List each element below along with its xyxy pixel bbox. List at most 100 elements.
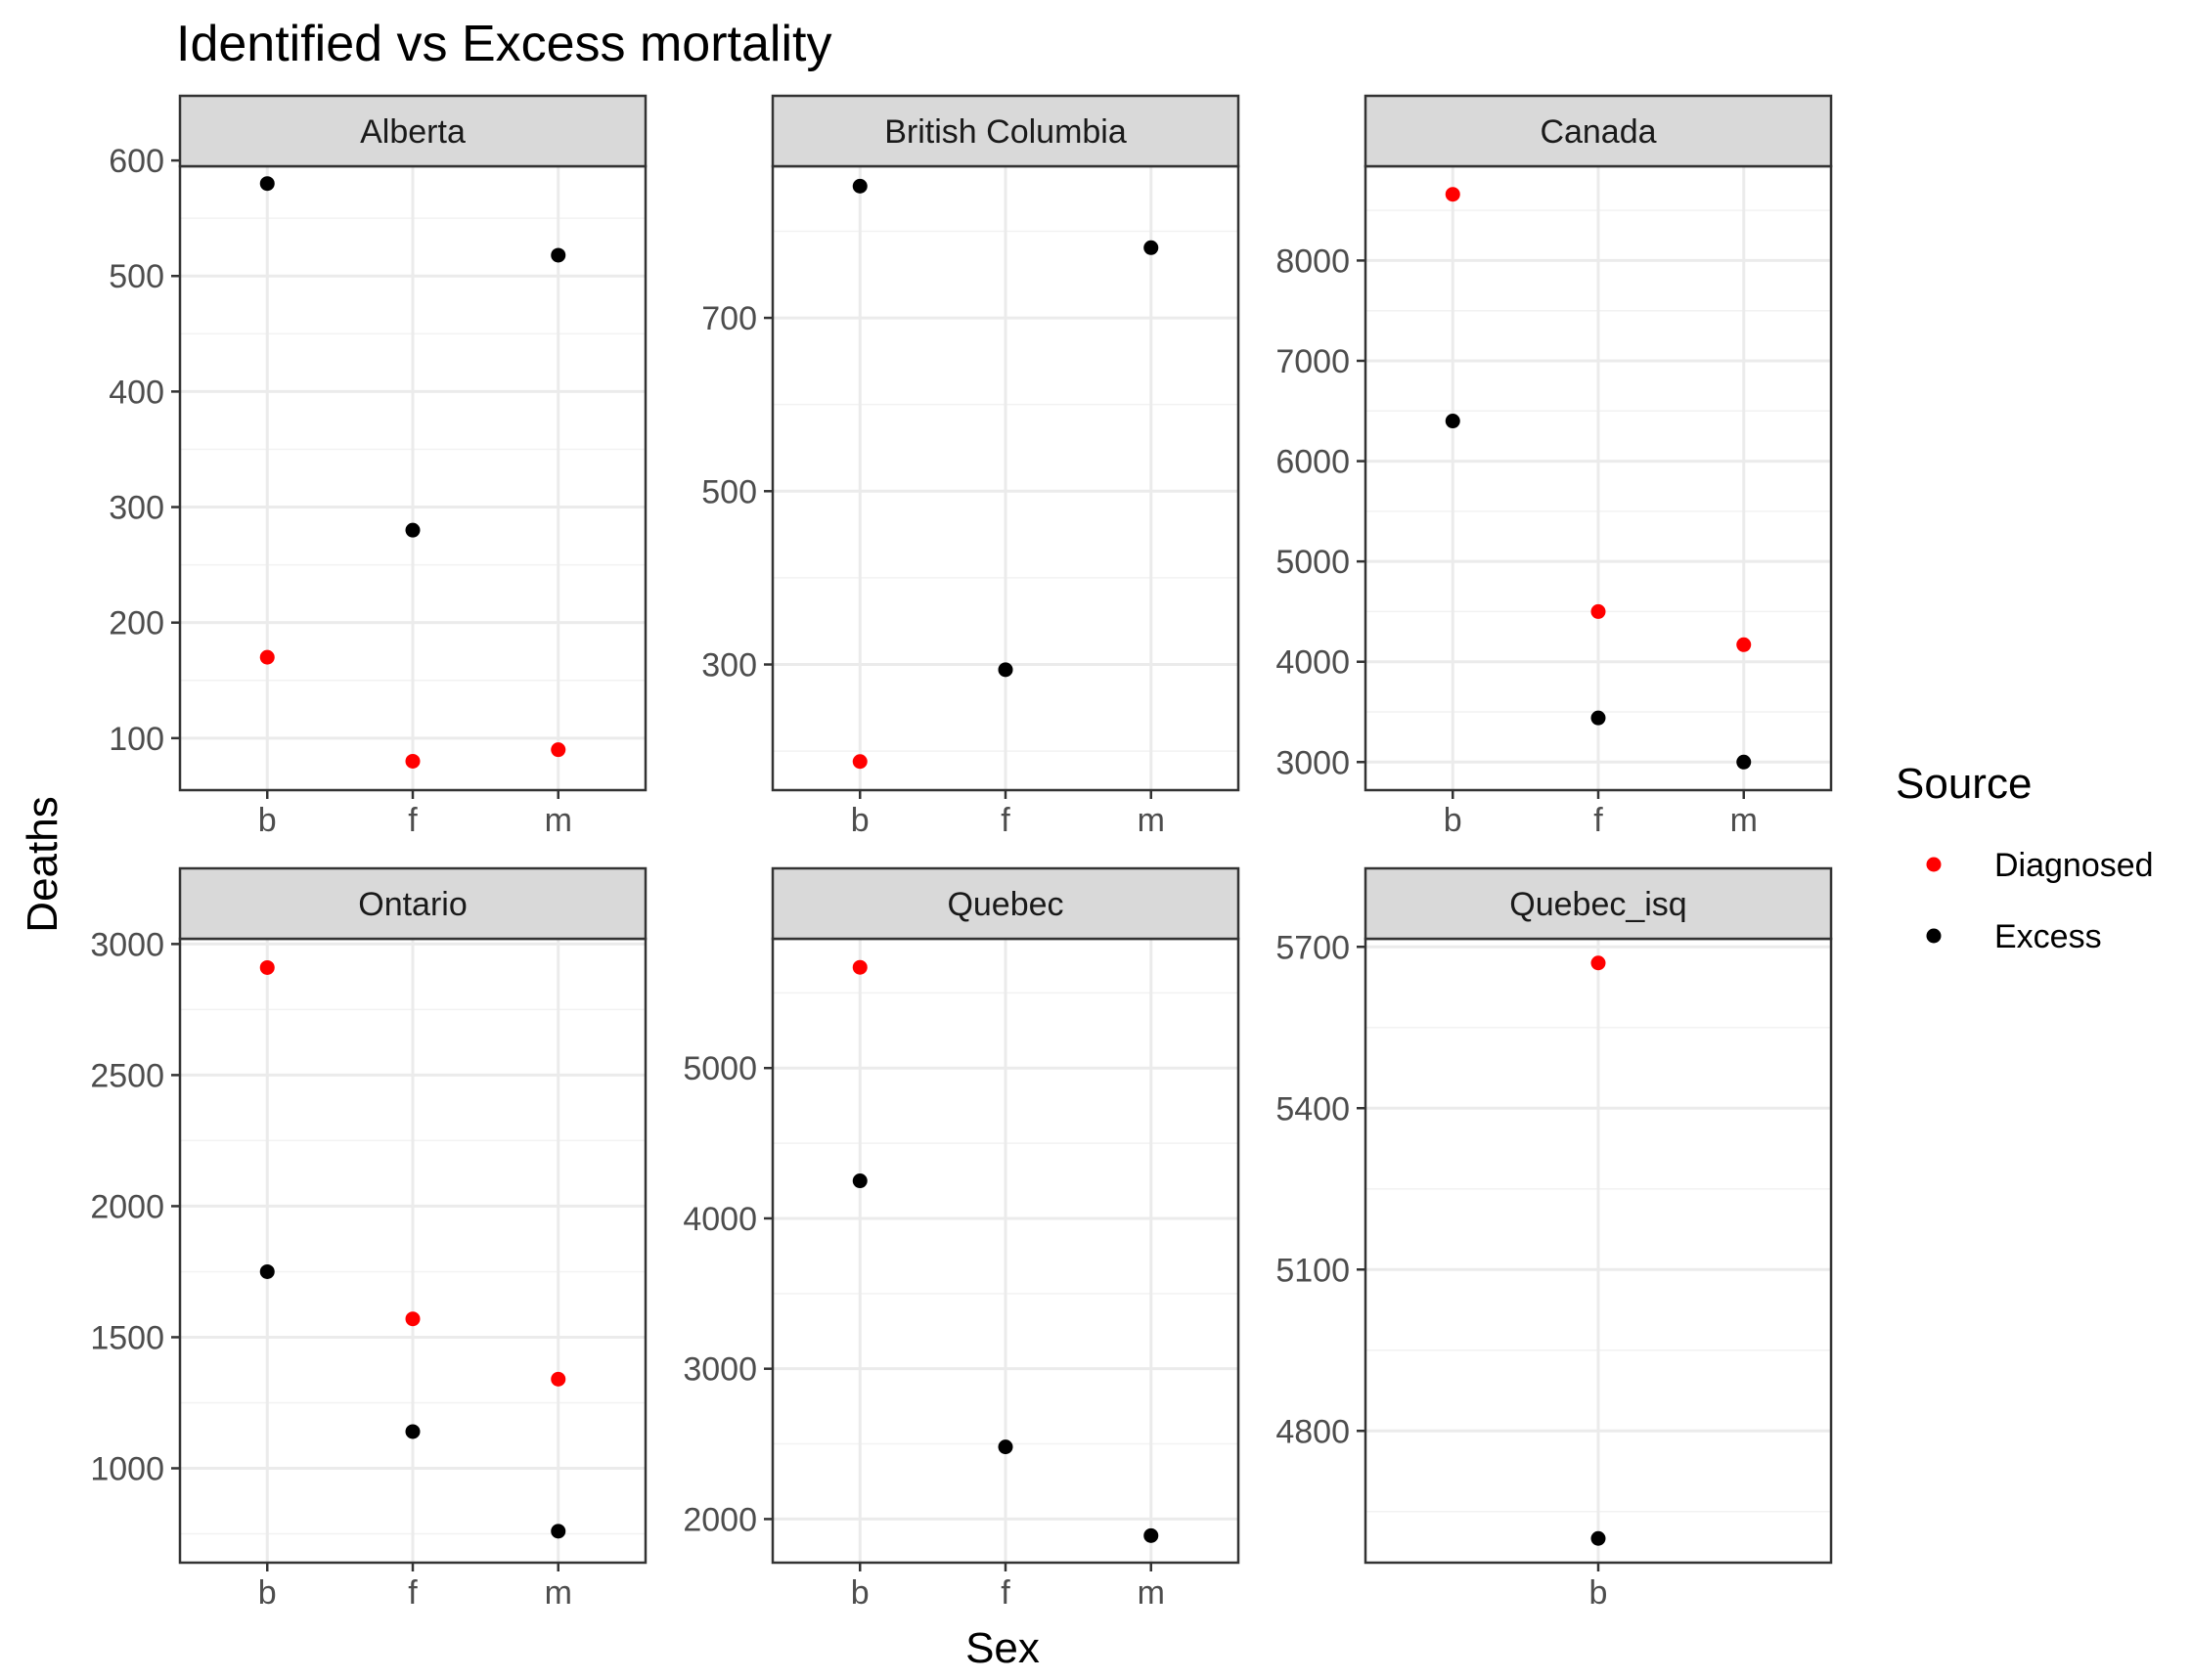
- x-tick-label: b: [258, 802, 277, 839]
- point-diagnosed-b: [1445, 187, 1460, 202]
- point-diagnosed-f: [405, 1311, 421, 1327]
- point-excess-f: [405, 1424, 421, 1439]
- y-tick-label: 5000: [1275, 544, 1350, 581]
- y-tick-label: 2000: [90, 1188, 164, 1225]
- strip-label: Quebec: [947, 886, 1063, 923]
- x-tick-label: f: [1593, 802, 1603, 839]
- point-excess-m: [551, 247, 566, 263]
- legend-title: Source: [1896, 760, 2032, 808]
- x-tick-label: b: [851, 1574, 870, 1612]
- y-tick-label: 600: [109, 143, 164, 180]
- point-diagnosed-f: [1590, 603, 1606, 619]
- y-tick-label: 2500: [90, 1057, 164, 1094]
- y-tick-label: 400: [109, 374, 164, 411]
- y-tick-label: 500: [109, 258, 164, 295]
- point-excess-m: [1736, 754, 1752, 770]
- point-diagnosed-m: [1736, 637, 1752, 652]
- y-tick-label: 5100: [1275, 1252, 1350, 1289]
- x-tick-label: b: [258, 1574, 277, 1612]
- x-tick-label: b: [1444, 802, 1462, 839]
- panel-quebec-isq: Quebec_isq 4800 5100 5400 5700 b: [1275, 866, 1833, 1612]
- panel-british-columbia: British Columbia 300 500 700 b f m: [701, 94, 1240, 839]
- panel-alberta: Alberta 100 200 300 400 500 600 b f m: [109, 94, 648, 839]
- chart-title: Identified vs Excess mortality: [176, 16, 831, 72]
- strip-background: [178, 94, 648, 168]
- x-axis-title: Sex: [965, 1624, 1040, 1672]
- point-diagnosed-b: [852, 959, 868, 975]
- point-excess-m: [551, 1524, 566, 1539]
- x-tick-label: f: [1001, 802, 1010, 839]
- strip-label: Ontario: [358, 886, 468, 923]
- y-tick-label: 3000: [90, 926, 164, 963]
- strip-background: [771, 94, 1240, 168]
- point-excess-m: [1143, 1527, 1159, 1543]
- x-tick-label: m: [1138, 1574, 1165, 1612]
- y-tick-label: 5700: [1275, 929, 1350, 966]
- legend-key-diagnosed: [1926, 857, 1942, 872]
- point-excess-f: [998, 662, 1013, 678]
- legend-label-excess: Excess: [1994, 918, 2102, 955]
- y-tick-label: 4000: [683, 1201, 757, 1238]
- y-tick-label: 8000: [1275, 243, 1350, 280]
- y-tick-label: 1500: [90, 1319, 164, 1356]
- y-tick-label: 7000: [1275, 343, 1350, 380]
- panel-ontario: Ontario 1000 1500 2000 2500 3000 b f m: [90, 866, 648, 1612]
- point-excess-m: [1143, 240, 1159, 255]
- legend-label-diagnosed: Diagnosed: [1994, 847, 2154, 884]
- x-tick-label: m: [1138, 802, 1165, 839]
- point-diagnosed-b: [259, 649, 275, 665]
- point-diagnosed-b: [852, 754, 868, 770]
- x-tick-label: f: [408, 1574, 418, 1612]
- x-tick-label: b: [851, 802, 870, 839]
- y-tick-label: 500: [701, 473, 757, 510]
- y-axis-title: Deaths: [19, 796, 67, 932]
- x-tick-label: f: [408, 802, 418, 839]
- y-tick-label: 6000: [1275, 444, 1350, 481]
- point-diagnosed-m: [551, 742, 566, 758]
- y-tick-label: 3000: [683, 1351, 757, 1389]
- point-excess-f: [998, 1439, 1013, 1455]
- panel-quebec: Quebec 2000 3000 4000 5000 b f m: [683, 866, 1240, 1612]
- point-excess-b: [1445, 414, 1460, 429]
- y-tick-label: 4800: [1275, 1413, 1350, 1450]
- y-tick-label: 4000: [1275, 644, 1350, 682]
- y-tick-label: 200: [109, 605, 164, 642]
- point-excess-b: [259, 176, 275, 192]
- x-tick-label: f: [1001, 1574, 1010, 1612]
- x-tick-label: m: [1730, 802, 1758, 839]
- point-excess-f: [1590, 710, 1606, 726]
- point-excess-b: [852, 178, 868, 194]
- point-diagnosed-m: [551, 1371, 566, 1387]
- y-tick-label: 5000: [683, 1050, 757, 1087]
- strip-label: British Columbia: [884, 113, 1127, 151]
- y-tick-label: 5400: [1275, 1090, 1350, 1127]
- point-excess-b: [852, 1173, 868, 1189]
- y-tick-label: 300: [109, 490, 164, 527]
- point-diagnosed-b: [1590, 955, 1606, 971]
- y-tick-label: 1000: [90, 1450, 164, 1487]
- point-diagnosed-b: [259, 959, 275, 975]
- point-excess-b: [259, 1263, 275, 1279]
- strip-background: [1364, 94, 1833, 168]
- panel-canada: Canada 3000 4000 5000 6000 7000 8000 b f m: [1275, 94, 1833, 839]
- strip-background: [1364, 866, 1833, 941]
- point-excess-f: [405, 522, 421, 538]
- x-tick-label: m: [545, 802, 572, 839]
- y-tick-label: 700: [701, 300, 757, 337]
- y-tick-label: 2000: [683, 1501, 757, 1538]
- y-tick-label: 300: [701, 647, 757, 685]
- x-tick-label: m: [545, 1574, 572, 1612]
- y-tick-label: 3000: [1275, 744, 1350, 781]
- strip-label: Canada: [1540, 113, 1656, 151]
- point-diagnosed-f: [405, 753, 421, 769]
- strip-label: Quebec_isq: [1509, 886, 1686, 923]
- point-excess-b: [1590, 1530, 1606, 1546]
- legend: Source Diagnosed Excess: [1896, 760, 2154, 955]
- x-tick-label: b: [1589, 1574, 1608, 1612]
- strip-background: [178, 866, 648, 941]
- strip-label: Alberta: [360, 113, 466, 151]
- strip-background: [771, 866, 1240, 941]
- y-tick-label: 100: [109, 721, 164, 758]
